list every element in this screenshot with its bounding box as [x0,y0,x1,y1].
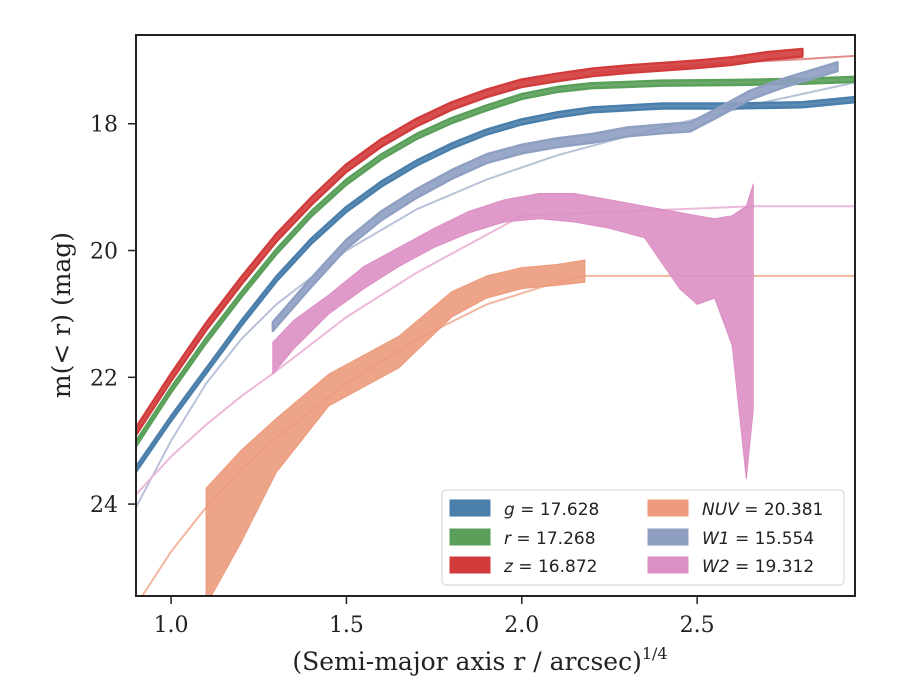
legend-swatch-g [449,499,491,517]
series-band-w1 [271,61,839,333]
x-tick-label: 1.0 [154,613,189,638]
legend-entry-name: z [503,557,514,577]
x-axis-label-exponent: 1/4 [642,644,668,663]
y-axis-label: m(< r) (mag) [47,232,76,398]
legend-frame [441,489,845,586]
x-tick-label: 2.0 [504,613,539,638]
legend-entry-name: W2 [702,557,730,577]
legend-swatch-nuv [647,499,689,517]
series-band-nuv [205,259,586,596]
series-band-r [136,75,855,448]
x-tick-label: 1.5 [329,613,364,638]
legend-entry-value: = 15.554 [730,529,815,549]
legend-entry-name: NUV [702,500,740,520]
legend-entry-value: = 16.872 [513,557,598,577]
x-tick-label: 2.5 [680,613,715,638]
plot-data [136,47,855,596]
legend-entry-w1: W1 = 15.554 [702,529,814,549]
legend-entry-g: g = 17.628 [504,500,599,520]
legend-entry-r: r = 17.268 [504,529,596,549]
y-tick-label: 18 [90,113,118,138]
series-band-g [136,95,855,473]
legend-entry-value: = 17.628 [515,500,600,520]
legend-entry-z: z = 16.872 [503,557,597,577]
x-axis-ticks: 1.0 1.5 2.0 2.5 [154,596,715,638]
legend-swatch-z [449,556,491,574]
series-band-w2 [272,183,754,480]
legend-entry-w2: W2 = 19.312 [702,557,814,577]
y-tick-label: 24 [90,493,118,518]
legend-entry-name: r [504,529,512,549]
legend-entry-value: = 20.381 [739,500,824,520]
x-axis-label: (Semi-major axis r / arcsec)1/4 [292,644,667,676]
legend-swatch-w1 [647,528,689,546]
legend-entry-name: g [504,500,515,520]
plot-frame [135,34,856,597]
legend-swatch-r [449,528,491,546]
legend-entry-value: = 19.312 [730,557,815,577]
legend-entry-value: = 17.268 [511,529,596,549]
legend-entry-nuv: NUV = 20.381 [702,500,823,520]
y-tick-label: 22 [90,366,118,391]
y-axis-ticks: 18 20 22 24 [90,113,136,518]
y-tick-label: 20 [90,240,118,265]
legend-swatch-w2 [647,556,689,574]
legend-entry-name: W1 [702,529,730,549]
series-band-z [136,47,804,437]
